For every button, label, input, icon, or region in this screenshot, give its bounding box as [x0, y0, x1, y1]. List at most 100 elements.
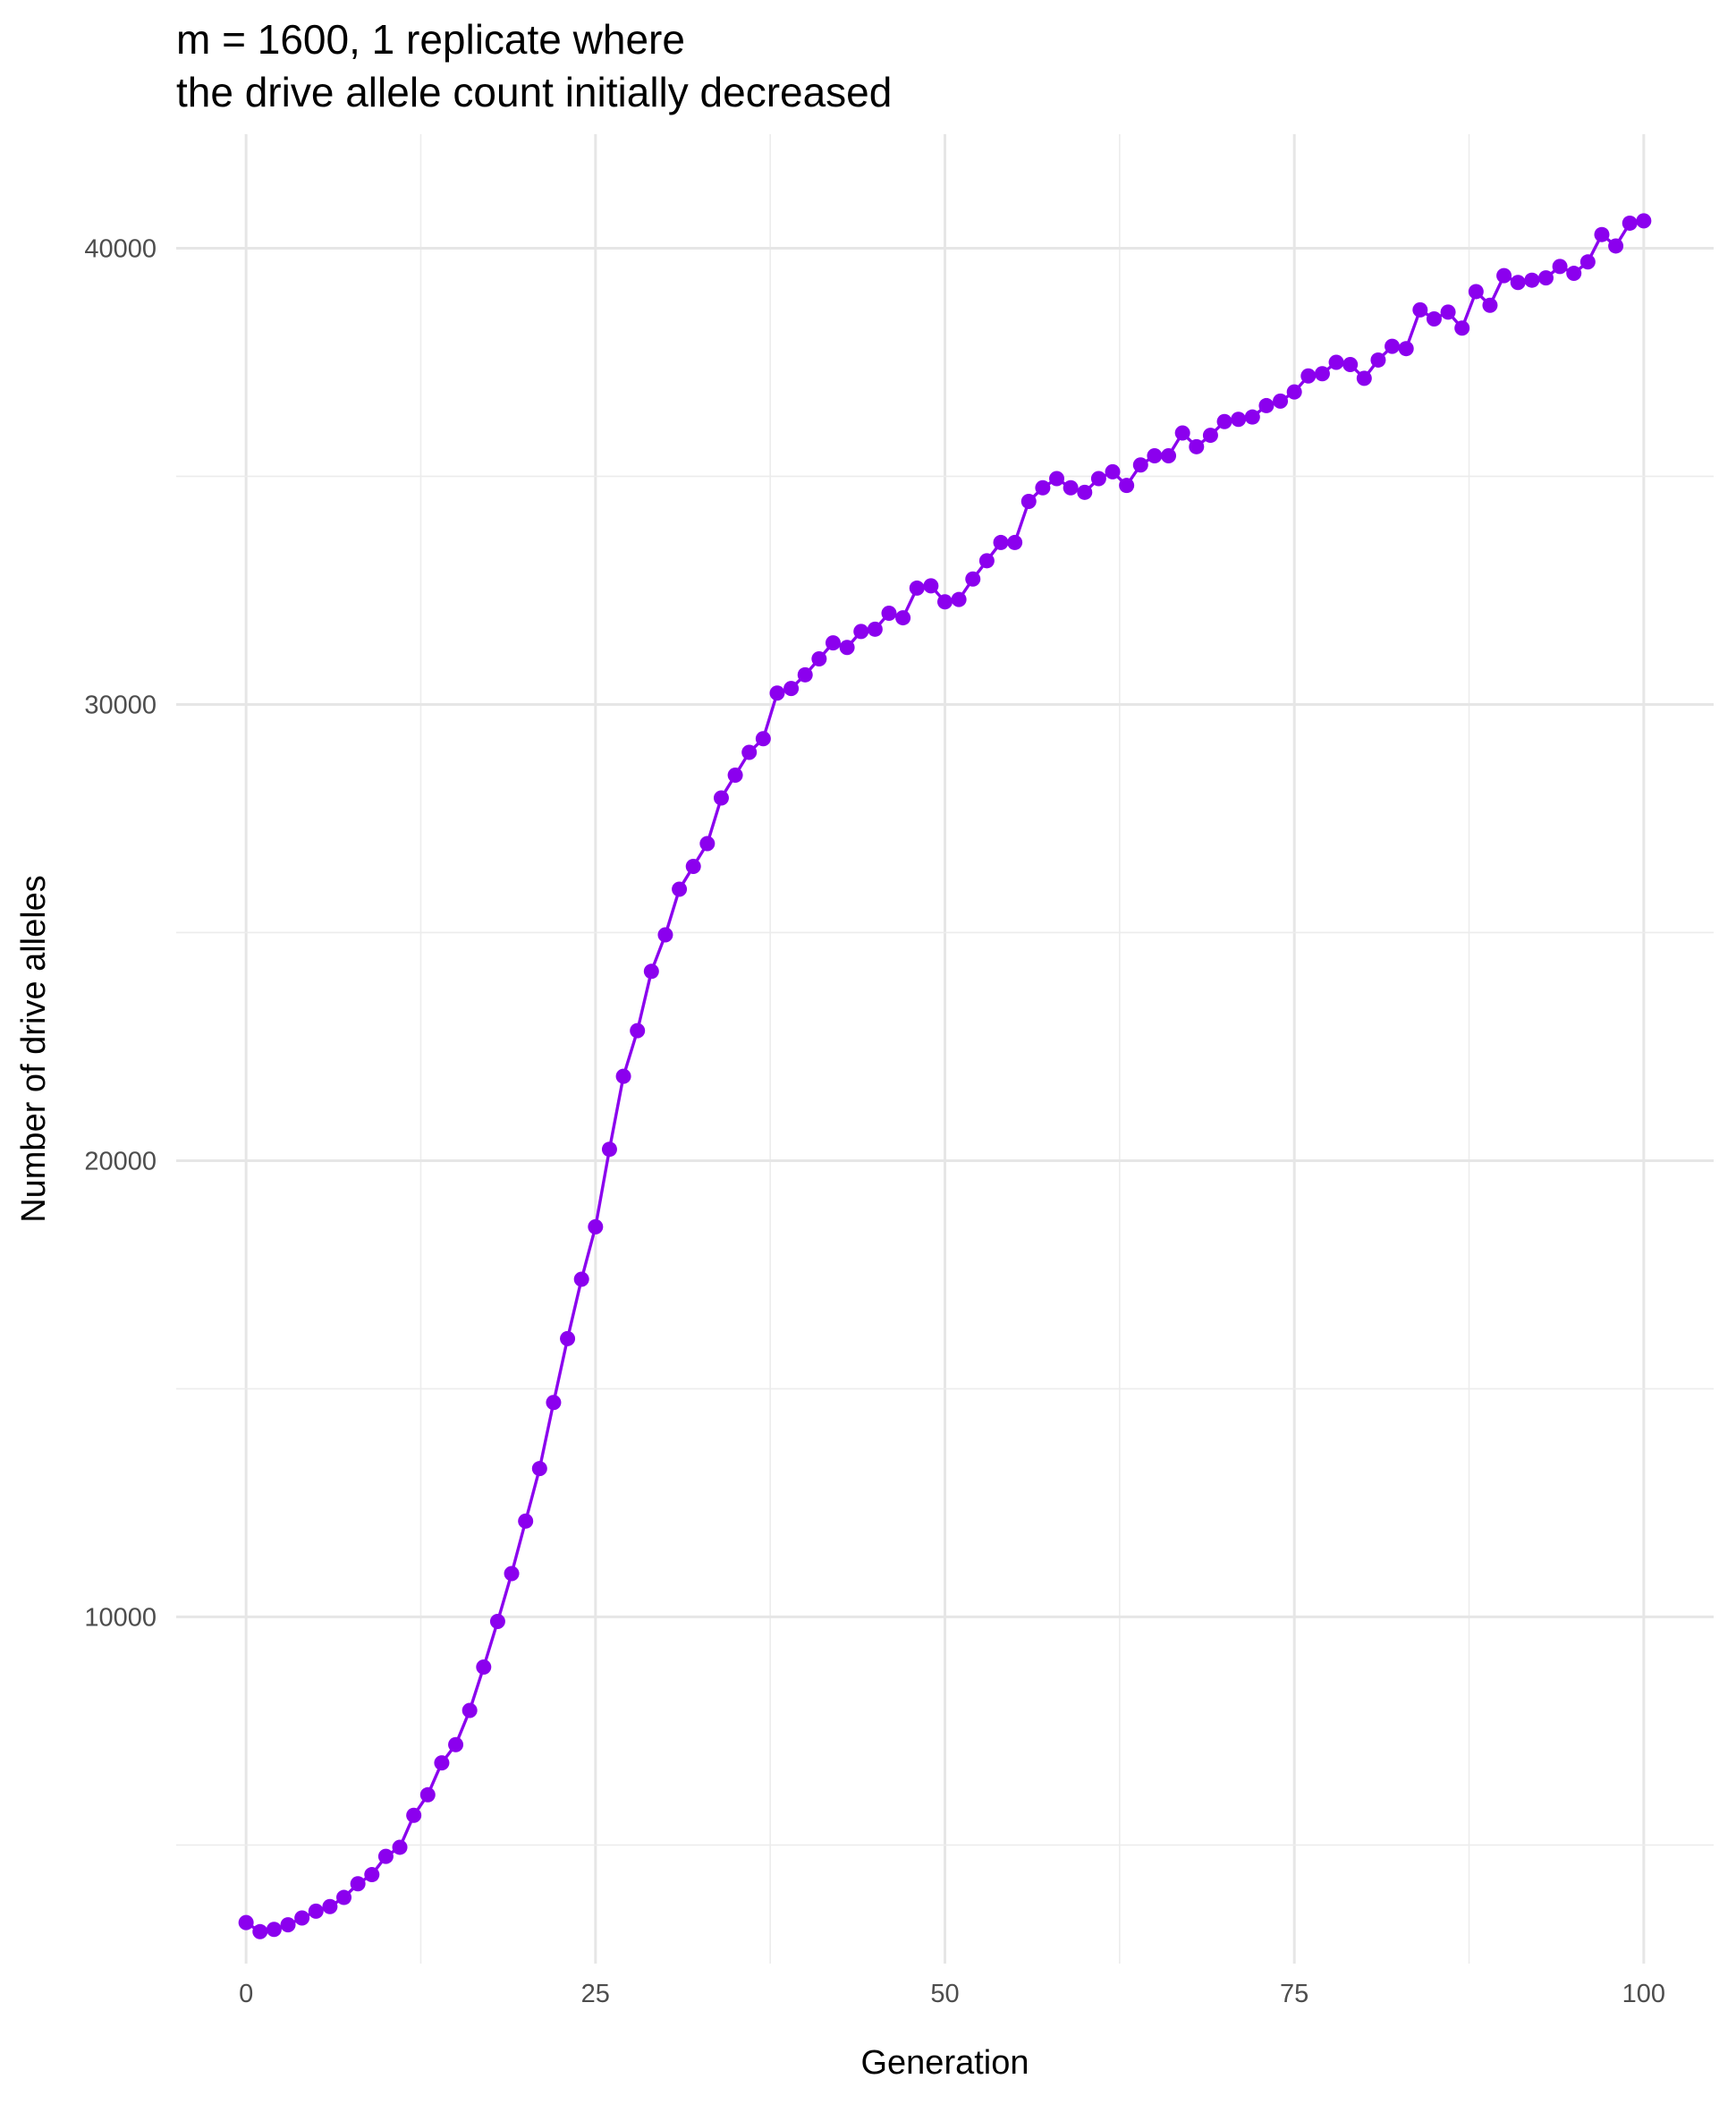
- data-point: [881, 605, 897, 621]
- data-point: [1385, 338, 1401, 354]
- data-point: [1231, 412, 1247, 428]
- y-axis-ticks: 10000 20000 30000 40000: [84, 234, 157, 1632]
- data-point: [727, 768, 743, 784]
- data-point: [1189, 438, 1205, 454]
- chart-title-line: the drive allele count initially decreas…: [176, 69, 892, 115]
- y-axis-title: Number of drive alleles: [15, 875, 53, 1223]
- y-tick-label: 40000: [84, 234, 157, 263]
- data-point: [1035, 479, 1051, 496]
- data-point: [1510, 275, 1526, 291]
- data-point: [1482, 297, 1498, 313]
- data-point: [1622, 215, 1638, 231]
- data-point: [546, 1395, 562, 1411]
- data-point: [364, 1867, 380, 1883]
- data-point: [1328, 354, 1344, 370]
- data-point: [839, 640, 855, 656]
- data-point: [797, 666, 813, 683]
- data-point: [755, 731, 771, 747]
- x-tick-label: 0: [239, 1980, 253, 2008]
- data-point: [560, 1330, 576, 1346]
- y-tick-label: 30000: [84, 691, 157, 719]
- data-point: [406, 1807, 422, 1823]
- grid: [176, 134, 1714, 1964]
- x-tick-label: 50: [930, 1980, 959, 2008]
- y-tick-label: 10000: [84, 1603, 157, 1632]
- data-point: [1412, 301, 1428, 318]
- data-point: [531, 1461, 547, 1477]
- data-point: [504, 1566, 520, 1582]
- data-point: [252, 1923, 268, 1939]
- data-point: [769, 685, 785, 701]
- data-point: [1496, 267, 1512, 284]
- data-point: [1356, 370, 1372, 386]
- data-point: [867, 621, 883, 637]
- data-point: [1202, 428, 1218, 444]
- data-point: [434, 1755, 450, 1771]
- y-tick-label: 20000: [84, 1147, 157, 1175]
- data-point: [1468, 284, 1484, 300]
- chart-title: m = 1600, 1 replicate where the drive all…: [176, 16, 892, 115]
- data-point: [630, 1023, 646, 1039]
- data-point: [489, 1614, 505, 1630]
- data-point: [1314, 366, 1330, 382]
- data-point: [643, 963, 659, 980]
- data-point: [1594, 226, 1610, 242]
- data-point: [1454, 320, 1470, 336]
- data-point: [1090, 471, 1106, 487]
- data-point: [1007, 534, 1023, 550]
- data-point: [266, 1922, 282, 1938]
- data-point: [1370, 352, 1386, 368]
- data-point: [672, 881, 688, 897]
- x-axis-ticks: 0 25 50 75 100: [239, 1980, 1665, 2008]
- data-point: [741, 744, 758, 760]
- data-point: [978, 553, 995, 569]
- data-point: [1244, 409, 1260, 425]
- data-point: [1216, 413, 1232, 429]
- data-point: [419, 1786, 436, 1803]
- data-point: [825, 635, 841, 651]
- data-point: [1342, 357, 1359, 373]
- data-point: [573, 1271, 589, 1287]
- data-point: [1552, 259, 1568, 275]
- data-point: [713, 790, 729, 806]
- data-point: [1300, 368, 1317, 384]
- data-point: [615, 1068, 631, 1084]
- data-point: [853, 624, 869, 640]
- data-point: [1286, 384, 1302, 400]
- data-point: [1566, 266, 1582, 282]
- x-tick-label: 100: [1622, 1980, 1665, 2008]
- data-point: [1524, 272, 1540, 288]
- data-point: [238, 1914, 254, 1931]
- data-point: [657, 927, 673, 943]
- data-point: [1132, 457, 1148, 473]
- data-point: [392, 1839, 408, 1855]
- data-point: [895, 610, 911, 626]
- data-point: [1398, 341, 1414, 357]
- data-points: [238, 213, 1652, 1939]
- data-point: [518, 1513, 534, 1529]
- data-point: [1049, 471, 1065, 487]
- data-point: [783, 681, 800, 697]
- data-point: [951, 591, 967, 607]
- data-point: [811, 650, 827, 666]
- data-point: [601, 1141, 617, 1158]
- data-point: [308, 1903, 324, 1919]
- data-point: [1636, 213, 1652, 229]
- data-point: [1161, 448, 1177, 464]
- data-point: [476, 1659, 492, 1676]
- data-point: [448, 1736, 464, 1752]
- data-point: [909, 580, 925, 596]
- data-point: [1440, 304, 1456, 320]
- data-point: [336, 1889, 352, 1905]
- data-point: [923, 578, 939, 594]
- data-point: [937, 594, 953, 610]
- data-point: [1063, 479, 1079, 496]
- x-axis-title: Generation: [860, 2044, 1029, 2082]
- data-point: [1077, 484, 1093, 500]
- data-point: [1608, 238, 1624, 254]
- chart-title-line: m = 1600, 1 replicate where: [176, 16, 685, 63]
- data-point: [1426, 311, 1442, 327]
- data-point: [965, 571, 981, 587]
- data-point: [1258, 397, 1274, 413]
- data-point: [993, 534, 1009, 550]
